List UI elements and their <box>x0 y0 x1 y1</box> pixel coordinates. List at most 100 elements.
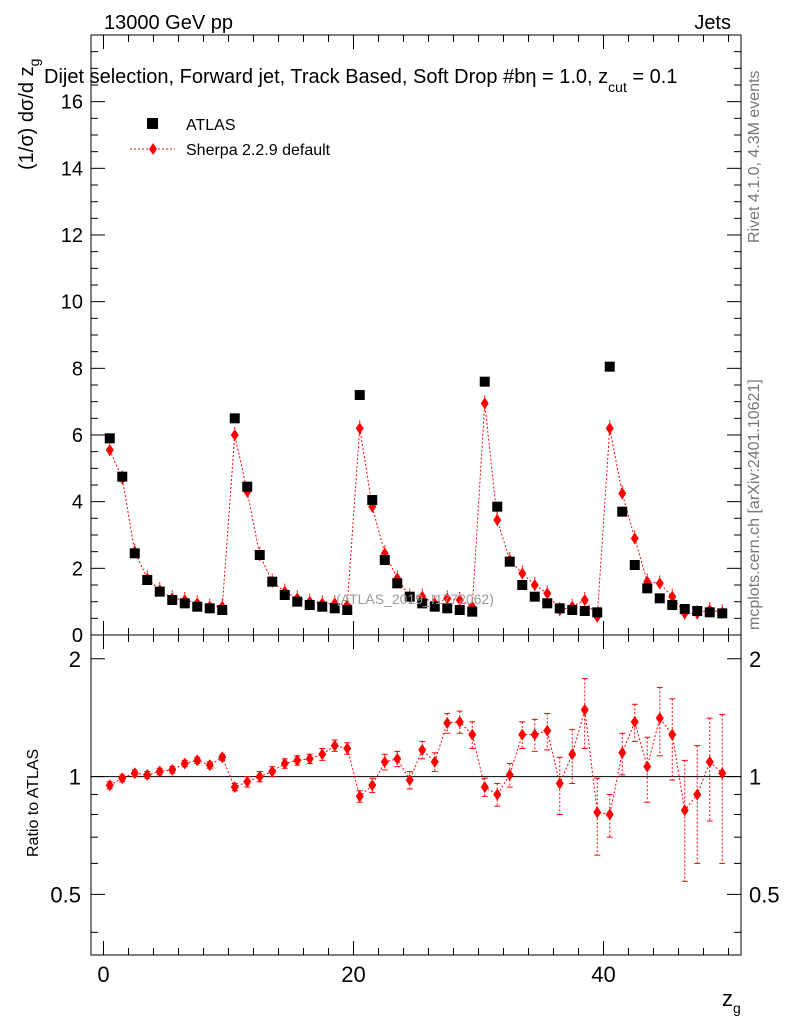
plot-title-cut: cut <box>608 79 627 95</box>
ratio-axis-ticks: 0.5 0.5 1 1 2 2 <box>50 647 780 933</box>
sherpa-line <box>109 403 723 619</box>
atlas-point <box>279 590 290 600</box>
main-y-axis-label-sub: g <box>26 59 42 67</box>
atlas-point <box>479 376 490 387</box>
ratio-point <box>668 728 677 741</box>
atlas-point <box>117 471 128 482</box>
ratio-point <box>480 781 489 794</box>
sherpa-point <box>605 422 614 435</box>
main-y-tick-label: 10 <box>61 292 83 314</box>
legend: ATLAS Sherpa 2.2.9 default <box>130 117 331 159</box>
ratio-point <box>643 760 652 773</box>
sherpa-point <box>580 594 589 606</box>
ratio-point <box>505 768 514 781</box>
main-y-tick-label: 14 <box>61 158 83 180</box>
ratio-point <box>630 715 639 728</box>
legend-atlas-label: ATLAS <box>186 117 236 134</box>
ratio-line <box>109 709 723 816</box>
x-axis-label: zg <box>722 986 741 1016</box>
atlas-point <box>267 576 278 587</box>
atlas-point <box>654 593 665 604</box>
ratio-y-tick-label-right: 1 <box>749 765 761 790</box>
ratio-y-tick-label-right: 2 <box>749 647 761 672</box>
ratio-point <box>255 770 264 783</box>
ratio-point <box>168 763 177 776</box>
ratio-point <box>293 754 302 767</box>
plot-title-eta: η = 1.0, z <box>525 66 608 88</box>
ratio-point <box>180 757 189 770</box>
sherpa-point <box>480 397 489 410</box>
ratio-point <box>318 748 327 761</box>
main-y-axis-label: (1/σ) dσ/d zg <box>16 59 42 170</box>
ratio-point <box>343 742 352 755</box>
ratio-panel-frame <box>90 634 742 956</box>
ratio-point <box>243 775 252 788</box>
atlas-point <box>604 361 615 372</box>
atlas-point <box>417 598 428 609</box>
ratio-y-tick-label: 2 <box>69 647 81 672</box>
ratio-point <box>430 755 439 768</box>
atlas-point <box>667 600 678 610</box>
ratio-y-axis-label: Ratio to ATLAS <box>25 749 42 857</box>
ratio-point <box>518 728 527 741</box>
ratio-point <box>218 751 227 764</box>
rivet-side-label: Rivet 4.1.0, 4.3M events <box>746 70 763 243</box>
ratio-point <box>268 765 277 778</box>
atlas-point <box>329 603 340 614</box>
sherpa-point <box>530 579 539 591</box>
atlas-point <box>129 548 140 559</box>
analysis-watermark: (ATLAS_2019_I1772062) <box>336 591 494 607</box>
ratio-point <box>118 772 127 785</box>
sherpa-point <box>630 532 639 545</box>
ratio-point <box>493 788 502 801</box>
atlas-point <box>554 603 565 614</box>
ratio-point <box>393 752 402 765</box>
ratio-point <box>330 739 339 752</box>
main-axis-ticks: 0 2 4 6 8 10 12 14 16 <box>61 51 741 647</box>
ratio-point <box>143 768 152 781</box>
atlas-point <box>254 550 265 560</box>
plot-title-tail: = 0.1 <box>627 66 678 88</box>
ratio-y-tick-label: 1 <box>69 765 81 790</box>
atlas-point <box>517 580 528 590</box>
atlas-point <box>717 608 728 619</box>
legend-sherpa-marker <box>149 143 157 155</box>
atlas-point <box>142 575 153 585</box>
sherpa-point <box>543 587 552 600</box>
ratio-point <box>680 804 689 817</box>
ratio-point <box>205 759 214 772</box>
atlas-point <box>629 560 640 570</box>
ratio-point <box>455 715 464 728</box>
atlas-point <box>354 390 365 400</box>
ratio-point <box>155 765 164 778</box>
ratio-series <box>105 678 727 882</box>
atlas-point <box>592 607 603 618</box>
atlas-point <box>692 606 703 616</box>
ratio-point <box>368 779 377 792</box>
atlas-point <box>404 591 415 602</box>
x-tick-label: 0 <box>97 962 109 987</box>
atlas-point <box>454 605 465 615</box>
ratio-point <box>280 757 289 770</box>
ratio-point <box>193 754 202 767</box>
atlas-point <box>154 586 165 597</box>
sherpa-point <box>355 422 364 435</box>
atlas-point <box>317 601 328 612</box>
atlas-point <box>304 600 315 610</box>
sherpa-point <box>518 567 527 580</box>
atlas-point <box>217 605 228 615</box>
legend-atlas-marker <box>147 118 158 129</box>
ratio-point <box>418 743 427 756</box>
ratio-point <box>443 717 452 730</box>
ratio-point <box>305 752 314 765</box>
atlas-point <box>392 578 403 589</box>
ratio-point <box>568 748 577 761</box>
main-y-tick-label: 12 <box>61 225 83 247</box>
atlas-point <box>104 433 115 444</box>
x-axis-label-text: z <box>722 986 733 1011</box>
ratio-point <box>618 746 627 759</box>
x-axis-label-sub: g <box>733 1000 741 1016</box>
ratio-point <box>718 767 727 780</box>
plot-title: Dijet selection, Forward jet, Track Base… <box>44 66 677 95</box>
